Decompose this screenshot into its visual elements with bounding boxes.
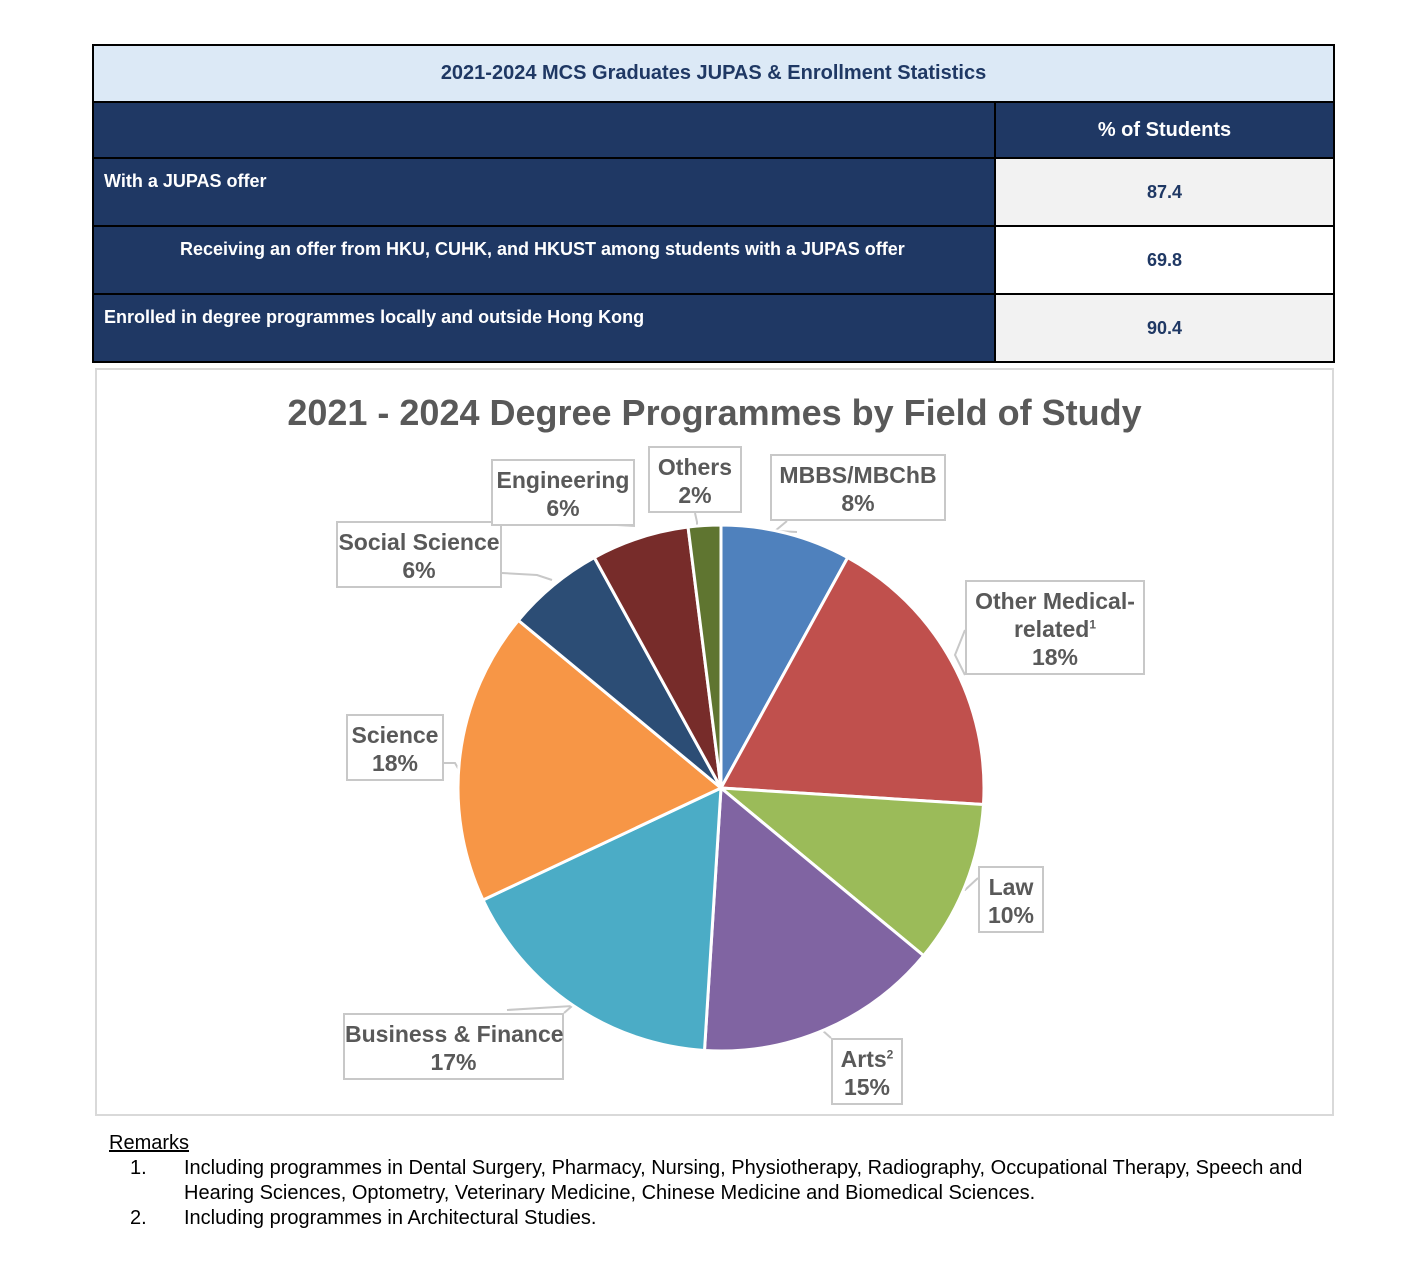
remark-item: 1. Including programmes in Dental Surger… xyxy=(109,1156,1329,1206)
pie-chart-panel: 2021 - 2024 Degree Programmes by Field o… xyxy=(95,368,1334,1116)
label-mbbs: MBBS/MBChB 8% xyxy=(770,454,946,521)
label-business-finance: Business & Finance 17% xyxy=(343,1013,564,1080)
row-label: With a JUPAS offer xyxy=(92,157,996,227)
pie-slice-science xyxy=(456,618,724,902)
remark-text: Including programmes in Dental Surgery, … xyxy=(184,1157,1303,1204)
pie-slice-law xyxy=(716,786,986,958)
column-header-percent: % of Students xyxy=(993,101,1336,159)
pie-chart xyxy=(444,512,986,1053)
label-leader-line xyxy=(501,572,553,581)
pie-slice-mbbs-mbchb xyxy=(719,523,850,789)
remark-item: 2. Including programmes in Architectural… xyxy=(109,1206,1329,1231)
table-row: Receiving an offer from HKU, CUHK, and H… xyxy=(92,225,1336,295)
row-label: Receiving an offer from HKU, CUHK, and H… xyxy=(92,225,996,295)
remark-number: 1. xyxy=(130,1157,147,1179)
statistics-table: 2021-2024 MCS Graduates JUPAS & Enrollme… xyxy=(91,44,1336,363)
remark-text: Including programmes in Architectural St… xyxy=(184,1207,597,1229)
table-title: 2021-2024 MCS Graduates JUPAS & Enrollme… xyxy=(91,44,1336,103)
pie-slice-arts xyxy=(702,784,926,1053)
remark-number: 2. xyxy=(130,1207,147,1229)
label-science: Science 18% xyxy=(346,714,444,781)
label-leader-line xyxy=(694,512,698,526)
table-row: With a JUPAS offer 87.4 xyxy=(92,157,1336,227)
row-label: Enrolled in degree programmes locally an… xyxy=(92,293,996,363)
pie-slice-other-medical-related xyxy=(718,555,986,807)
chart-title: 2021 - 2024 Degree Programmes by Field o… xyxy=(287,392,1142,433)
label-leader-line xyxy=(444,762,460,771)
label-law: Law 10% xyxy=(978,866,1044,933)
row-value: 87.4 xyxy=(993,157,1336,227)
table-row: Enrolled in degree programmes locally an… xyxy=(92,293,1336,363)
label-leader-line xyxy=(506,1004,575,1014)
row-value: 69.8 xyxy=(993,225,1336,295)
pie-slice-others xyxy=(686,523,723,789)
label-engineering: Engineering 6% xyxy=(491,459,635,526)
label-leader-line xyxy=(953,629,966,676)
remarks-title: Remarks xyxy=(109,1132,190,1154)
pie-slice-business-finance xyxy=(481,785,723,1053)
label-arts: Arts2 15% xyxy=(831,1038,903,1105)
label-social-science: Social Science 6% xyxy=(336,521,502,588)
label-others: Others 2% xyxy=(648,446,742,513)
row-value: 90.4 xyxy=(993,293,1336,363)
table-header-blank xyxy=(92,101,996,159)
remarks: Remarks 1. Including programmes in Denta… xyxy=(109,1131,1329,1231)
label-other-medical: Other Medical- related1 18% xyxy=(965,580,1145,675)
